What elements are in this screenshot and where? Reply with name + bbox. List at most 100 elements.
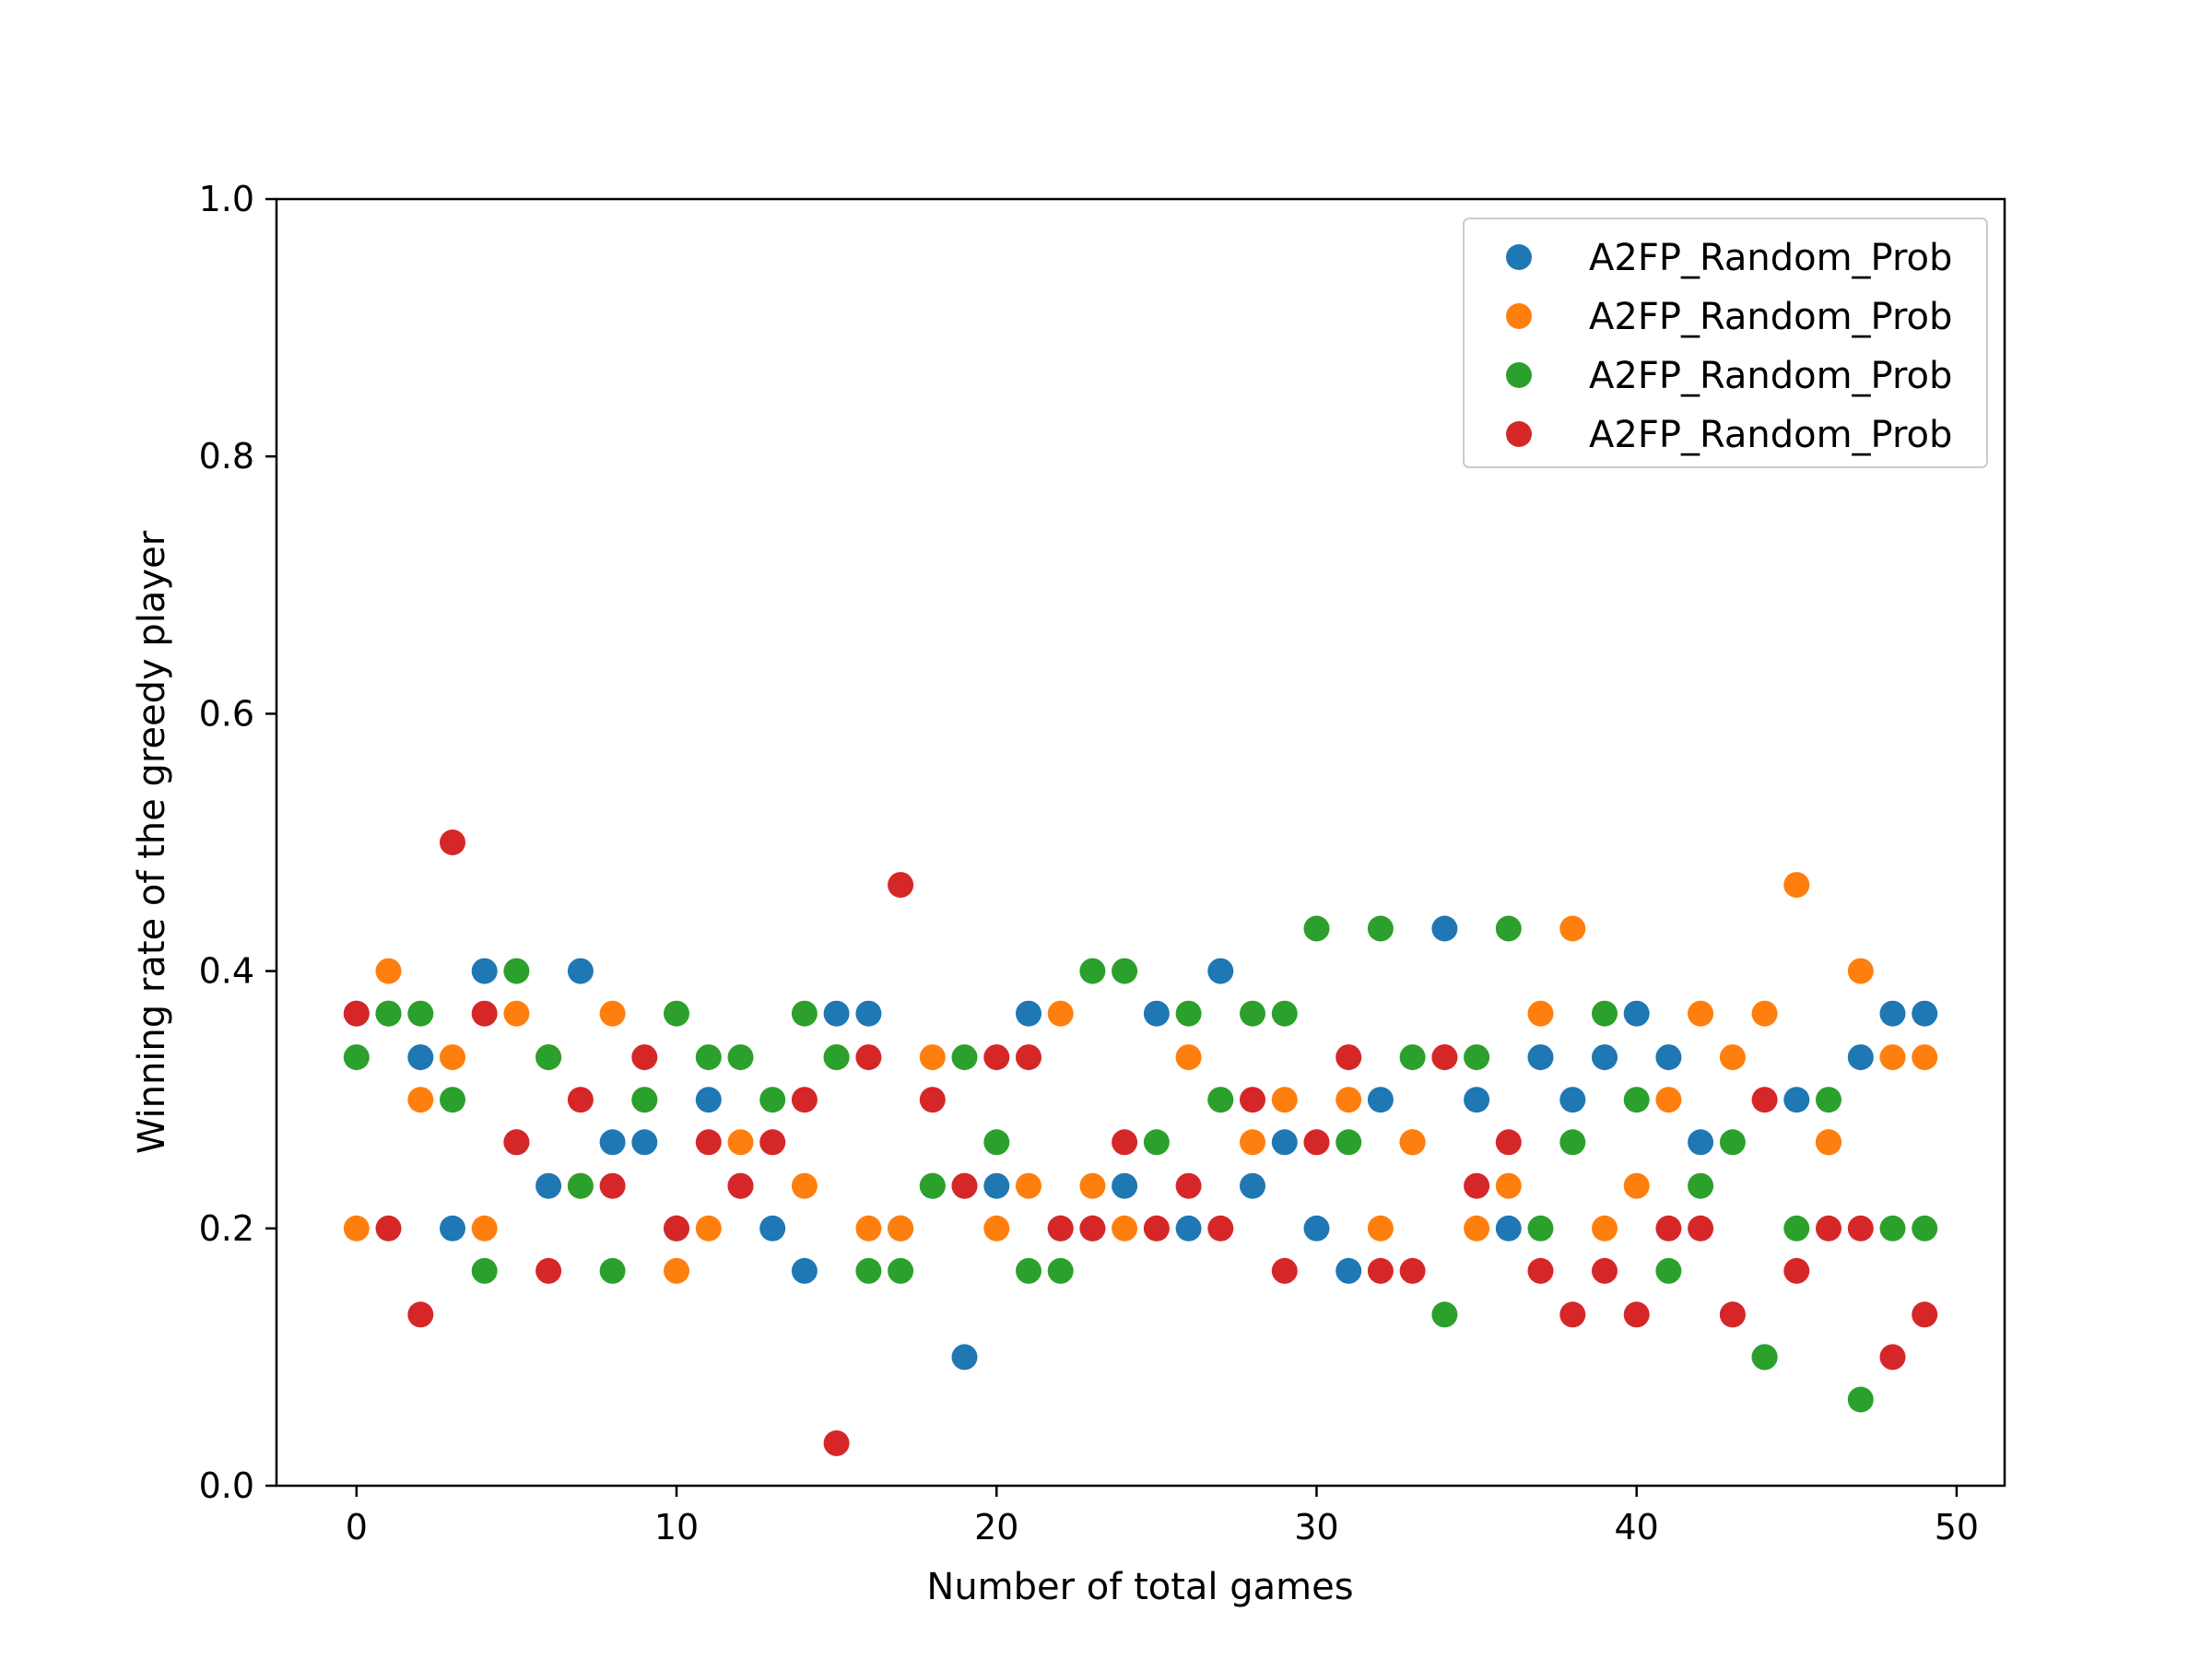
- data-point-s1-30: [1303, 1215, 1330, 1241]
- data-point-s1-14: [791, 1257, 818, 1284]
- plot-area-frame: [275, 197, 2006, 1488]
- data-point-s4-8: [599, 1172, 626, 1199]
- data-point-s4-43: [1719, 1301, 1746, 1328]
- data-point-s2-8: [599, 1000, 626, 1027]
- data-point-s2-37: [1527, 1000, 1554, 1027]
- data-point-s4-32: [1367, 1257, 1394, 1284]
- data-point-s3-8: [599, 1257, 626, 1284]
- x-tick-label-50: 50: [1935, 1507, 1979, 1547]
- data-point-s4-1: [375, 1215, 402, 1241]
- data-point-s3-34: [1431, 1301, 1458, 1328]
- data-point-s1-7: [567, 958, 594, 984]
- data-point-s3-44: [1751, 1344, 1778, 1371]
- data-point-s2-29: [1271, 1087, 1298, 1113]
- y-axis-ticks: 0.0 0.2 0.4 0.6 0.8 1.0: [199, 179, 276, 1506]
- data-point-s4-37: [1527, 1257, 1554, 1284]
- data-point-s3-2: [407, 1000, 434, 1027]
- data-point-s3-17: [888, 1257, 914, 1284]
- data-point-s3-36: [1495, 915, 1522, 942]
- data-point-s4-22: [1047, 1215, 1074, 1241]
- y-tick-label-0.6: 0.6: [199, 693, 254, 734]
- data-point-s2-24: [1112, 1215, 1138, 1241]
- data-point-s3-28: [1240, 1000, 1265, 1027]
- data-point-s2-41: [1655, 1087, 1682, 1113]
- data-point-s1-15: [823, 1000, 850, 1027]
- data-point-s1-3: [440, 1215, 465, 1241]
- data-point-s1-6: [535, 1172, 562, 1199]
- data-point-s1-27: [1207, 958, 1234, 984]
- data-point-s4-42: [1688, 1215, 1714, 1241]
- data-point-s4-33: [1399, 1257, 1426, 1284]
- data-point-s3-9: [631, 1087, 658, 1113]
- legend-label-1: A2FP_Random_Prob: [1589, 237, 1952, 279]
- data-point-s1-34: [1431, 915, 1458, 942]
- data-point-s3-15: [823, 1044, 850, 1071]
- data-point-s4-30: [1303, 1129, 1330, 1156]
- x-tick-label-30: 30: [1294, 1507, 1338, 1547]
- data-point-s3-22: [1047, 1257, 1074, 1284]
- data-point-s1-40: [1623, 1000, 1650, 1027]
- data-point-s4-25: [1143, 1215, 1170, 1241]
- data-point-s4-14: [791, 1087, 818, 1113]
- data-point-s3-11: [695, 1044, 722, 1071]
- data-point-s1-2: [407, 1044, 434, 1071]
- data-point-s3-6: [535, 1044, 562, 1071]
- data-point-s4-23: [1079, 1215, 1106, 1241]
- data-point-s3-47: [1847, 1386, 1874, 1413]
- data-point-s4-9: [631, 1044, 658, 1071]
- data-point-s1-38: [1559, 1087, 1586, 1113]
- data-point-s2-33: [1399, 1129, 1426, 1156]
- legend-label-3: A2FP_Random_Prob: [1589, 355, 1952, 397]
- data-point-s4-2: [407, 1301, 434, 1328]
- legend-marker-2: [1506, 303, 1532, 329]
- data-point-s4-49: [1912, 1301, 1938, 1328]
- data-point-s4-48: [1879, 1344, 1906, 1371]
- data-point-s4-20: [983, 1044, 1010, 1071]
- x-axis-ticks: 0 10 20 30 40 50: [346, 1486, 1979, 1547]
- data-point-s1-26: [1175, 1215, 1202, 1241]
- data-point-s4-3: [440, 830, 465, 855]
- data-point-s3-42: [1688, 1172, 1714, 1199]
- data-point-s4-7: [567, 1087, 594, 1113]
- y-axis-label: Winning rate of the greedy player: [131, 530, 173, 1154]
- data-point-s3-31: [1335, 1129, 1362, 1156]
- data-point-s2-43: [1719, 1044, 1746, 1071]
- data-point-s4-12: [727, 1172, 754, 1199]
- data-point-s1-11: [695, 1087, 722, 1113]
- y-tick-label-0.8: 0.8: [199, 436, 254, 477]
- data-point-s3-14: [791, 1000, 818, 1027]
- data-point-s2-46: [1816, 1129, 1841, 1156]
- data-point-s1-32: [1367, 1087, 1394, 1113]
- data-point-s4-24: [1112, 1129, 1138, 1156]
- data-point-s3-29: [1271, 1000, 1298, 1027]
- data-point-s2-22: [1047, 1000, 1074, 1027]
- data-point-s2-31: [1335, 1087, 1362, 1113]
- x-tick-label-40: 40: [1615, 1507, 1659, 1547]
- data-point-s4-29: [1271, 1257, 1298, 1284]
- data-point-s4-16: [855, 1044, 882, 1071]
- data-point-s1-20: [983, 1172, 1010, 1199]
- data-point-s3-27: [1207, 1087, 1234, 1113]
- data-point-s1-42: [1688, 1129, 1714, 1156]
- data-point-s4-28: [1240, 1087, 1265, 1113]
- x-tick-label-10: 10: [654, 1507, 699, 1547]
- data-point-s2-2: [407, 1087, 434, 1113]
- data-point-s2-12: [727, 1129, 754, 1156]
- data-point-s4-21: [1016, 1044, 1041, 1071]
- data-point-s2-32: [1367, 1215, 1394, 1241]
- data-point-s2-3: [440, 1044, 465, 1071]
- data-point-s3-7: [567, 1172, 594, 1199]
- data-point-s2-26: [1175, 1044, 1202, 1071]
- data-point-s1-21: [1016, 1000, 1041, 1027]
- data-point-s4-19: [951, 1172, 978, 1199]
- data-point-s1-9: [631, 1129, 658, 1156]
- legend-marker-3: [1506, 362, 1532, 388]
- data-point-s3-24: [1112, 958, 1138, 984]
- data-point-s3-43: [1719, 1129, 1746, 1156]
- data-point-s1-4: [471, 958, 498, 984]
- data-point-s2-40: [1623, 1172, 1650, 1199]
- data-point-s3-10: [664, 1000, 689, 1027]
- y-tick-label-0.2: 0.2: [199, 1208, 254, 1249]
- y-tick-label-0.4: 0.4: [199, 951, 254, 992]
- data-point-s4-38: [1559, 1301, 1586, 1328]
